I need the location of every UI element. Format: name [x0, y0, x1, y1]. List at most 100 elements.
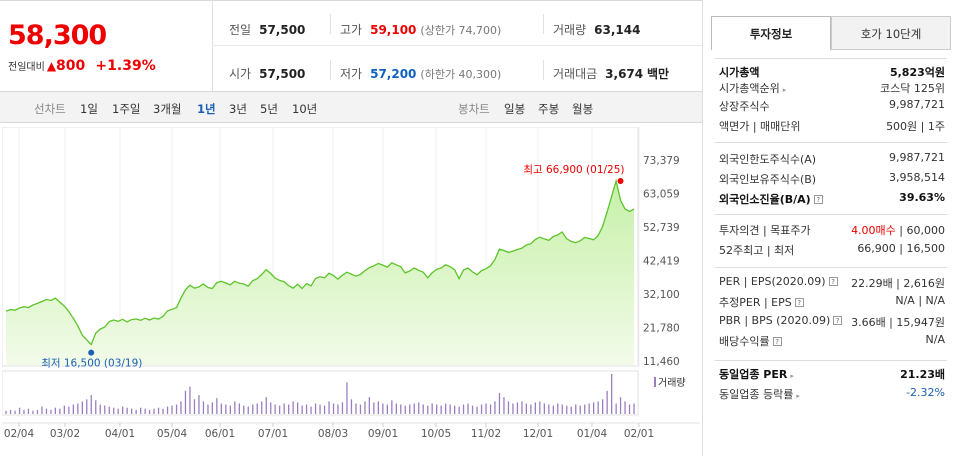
period-1y[interactable]: 1년 — [197, 102, 216, 116]
volume-bar — [377, 401, 379, 414]
volume-bar — [50, 409, 52, 414]
volume-bar — [323, 405, 326, 414]
candle-weekly[interactable]: 주봉 — [538, 102, 560, 116]
volume-bar — [54, 407, 56, 414]
info-row-label: 시가총액 — [719, 66, 760, 79]
info-row-label: 외국인보유주식수(B) — [719, 173, 817, 186]
help-icon[interactable]: ? — [794, 298, 804, 307]
quote-open: 시가 57,500 — [229, 67, 306, 81]
volume-bar — [99, 404, 101, 414]
volume-bar — [27, 408, 30, 414]
volume-bar — [512, 403, 514, 414]
y-tick-label: 11,460 — [643, 356, 680, 368]
period-3m[interactable]: 3개월 — [153, 102, 182, 116]
volume-bar — [413, 403, 415, 414]
y-tick-label: 52,739 — [643, 222, 680, 234]
info-row-label: 액면가 | 매매단위 — [719, 120, 801, 133]
volume-bar — [184, 390, 187, 414]
volume-bar — [355, 403, 357, 414]
help-icon[interactable]: ? — [833, 316, 843, 325]
y-tick-label: 32,100 — [643, 289, 680, 301]
volume-bar — [615, 403, 617, 414]
help-icon[interactable]: ? — [772, 337, 782, 346]
divider — [543, 60, 544, 80]
up-arrow-icon: ▲ — [46, 59, 57, 73]
period-1w[interactable]: 1주일 — [112, 102, 141, 116]
info-row: 액면가 | 매매단위 500원 | 1주 — [719, 118, 945, 136]
volume-bar — [449, 404, 451, 414]
x-tick-label: 05/04 — [157, 428, 188, 440]
volume-bar — [193, 399, 196, 414]
info-row-label: PER | EPS(2020.09)? — [719, 275, 838, 288]
volume-bar — [552, 405, 554, 414]
info-row-value: 500원 | 1주 — [886, 120, 945, 133]
volume-bar — [368, 397, 370, 414]
volume-bar — [144, 408, 146, 414]
period-bar: 선차트 1일 1주일 3개월 1년 3년 5년 10년 봉차트 일봉 주봉 월봉 — [0, 92, 702, 123]
volume-bar — [543, 403, 545, 414]
volume-bar — [81, 401, 83, 414]
volume-bar — [480, 404, 483, 414]
divider — [543, 14, 544, 34]
period-10y[interactable]: 10년 — [292, 102, 318, 116]
volume-bar — [467, 403, 469, 414]
volume-bar — [386, 404, 388, 414]
volume-bar — [95, 400, 97, 414]
quote-high: 고가 59,100 (상한가 74,700) — [340, 23, 502, 37]
period-1d[interactable]: 1일 — [80, 102, 98, 116]
candle-daily[interactable]: 일봉 — [504, 102, 526, 116]
y-tick-label: 21,780 — [643, 323, 680, 335]
x-tick-label: 07/01 — [258, 428, 288, 440]
volume-bar — [350, 399, 353, 414]
volume-bar — [391, 400, 393, 414]
volume-bar — [597, 401, 599, 414]
volume-bar — [575, 404, 577, 414]
help-icon[interactable]: ? — [828, 277, 838, 286]
info-row-label: 동일업종 등락률 ▸ — [719, 388, 800, 401]
info-row[interactable]: 시가총액순위 ▸ 코스닥 125위 — [719, 80, 945, 98]
tab-investment-info[interactable]: 투자정보 — [711, 16, 831, 50]
volume-legend-swatch — [654, 377, 656, 387]
volume-bar — [579, 405, 581, 414]
volume-bar — [270, 402, 272, 414]
volume-bar — [305, 404, 308, 414]
row-divider — [715, 360, 947, 361]
price-line — [5, 178, 635, 346]
volume-bar — [319, 404, 321, 414]
divider — [212, 45, 702, 46]
volume-bar — [404, 405, 406, 414]
help-icon[interactable]: ? — [813, 195, 823, 204]
volume-bar — [148, 409, 151, 414]
volume-bar — [90, 395, 92, 414]
change-value: 800 — [56, 58, 86, 74]
volume-bar — [157, 407, 160, 414]
divider — [330, 14, 331, 34]
panel-divider — [702, 0, 703, 456]
info-row-label: 추정PER | EPS? — [719, 294, 804, 310]
volume-bar — [5, 410, 7, 414]
candle-monthly[interactable]: 월봉 — [572, 102, 594, 116]
volume-bar — [525, 403, 527, 414]
volume-bar — [498, 392, 501, 414]
volume-bar — [346, 382, 348, 414]
info-row[interactable]: 동일업종 등락률 ▸ -2.32% — [719, 386, 945, 404]
period-5y[interactable]: 5년 — [260, 102, 278, 116]
price-chart[interactable]: 73,379 63,059 52,739 42,419 32,100 21,780 11,4… — [2, 127, 700, 456]
volume-bar — [584, 404, 586, 414]
volume-bar — [633, 403, 635, 414]
period-3y[interactable]: 3년 — [229, 102, 247, 116]
tab-orderbook-10[interactable]: 호가 10단계 — [831, 16, 951, 50]
quote-amount: 거래대금 3,674 백만 — [553, 67, 670, 81]
info-row-value: N/A — [925, 333, 945, 346]
info-row[interactable]: 동일업종 PER ▸ 21.23배 — [719, 366, 945, 384]
volume-bar — [59, 408, 61, 414]
volume-bar — [557, 403, 559, 414]
info-row-label: PBR | BPS (2020.09)? — [719, 314, 843, 327]
volume-bar — [297, 402, 299, 414]
volume-bar — [593, 402, 595, 414]
volume-bar — [104, 405, 106, 414]
y-tick-label: 63,059 — [643, 189, 680, 201]
info-row-label: 외국인한도주식수(A) — [719, 153, 817, 166]
info-row-value: 22.29배 | 2,616원 — [851, 277, 945, 290]
candle-chart-label: 봉차트 — [458, 102, 490, 116]
